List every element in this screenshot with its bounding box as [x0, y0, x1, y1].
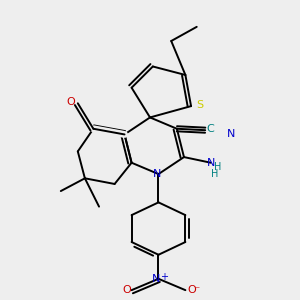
Text: N: N: [226, 129, 235, 139]
Text: +: +: [160, 272, 168, 282]
Text: O: O: [66, 97, 75, 107]
Text: N: N: [153, 169, 161, 179]
Text: O: O: [187, 285, 196, 295]
Text: H: H: [212, 169, 219, 179]
Text: N: N: [207, 158, 215, 168]
Text: S: S: [196, 100, 203, 110]
Text: H: H: [214, 162, 222, 172]
Text: ⁻: ⁻: [195, 285, 200, 295]
Text: N: N: [152, 274, 160, 284]
Text: C: C: [206, 124, 214, 134]
Text: O: O: [122, 285, 131, 295]
